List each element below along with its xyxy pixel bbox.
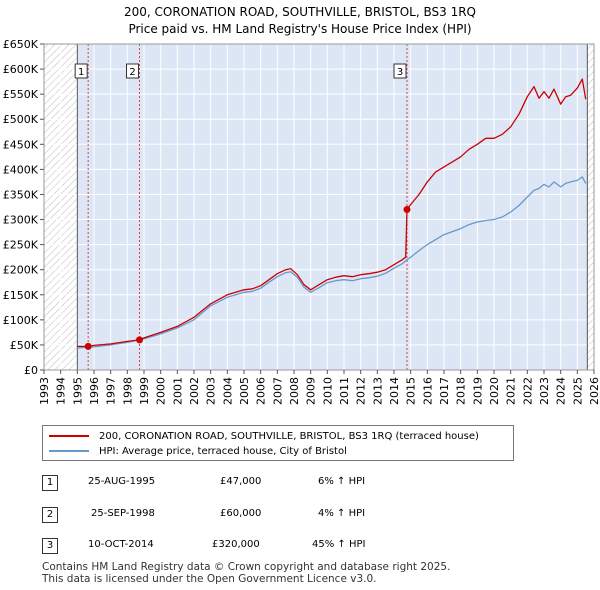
x-tick-label: 2000 — [155, 377, 168, 405]
footer-copyright: Contains HM Land Registry data © Crown c… — [42, 561, 451, 573]
series-line-hpi — [77, 176, 587, 349]
y-tick-label: £350K — [3, 188, 39, 201]
x-tick-label: 2018 — [455, 377, 468, 405]
x-tick-label: 2025 — [571, 377, 584, 405]
x-tick-label: 1993 — [38, 377, 51, 405]
sale-price: £320,000 — [212, 539, 260, 550]
x-tick-label: 1996 — [88, 377, 101, 405]
sale-point — [403, 206, 411, 214]
sale-price: £47,000 — [220, 476, 262, 487]
x-tick-label: 2001 — [171, 377, 184, 405]
x-tick-label: 1999 — [138, 377, 151, 405]
x-tick-label: 2026 — [588, 377, 600, 405]
sale-hpi-diff: 45% ↑ HPI — [312, 539, 366, 550]
plot-frame — [43, 43, 595, 371]
x-tick-label: 2007 — [271, 377, 284, 405]
sale-number-badge: 1 — [42, 475, 58, 491]
x-tick-label: 2017 — [438, 377, 451, 405]
x-tick-label: 2012 — [355, 377, 368, 405]
legend-swatch-property — [49, 435, 89, 437]
legend-label-hpi: HPI: Average price, terraced house, City… — [99, 445, 347, 457]
hatched-period — [587, 44, 594, 370]
y-tick-label: £200K — [3, 264, 39, 277]
sale-label: 3 — [397, 67, 403, 78]
x-tick-label: 2008 — [288, 377, 301, 405]
y-tick-label: £100K — [3, 314, 39, 327]
legend-item-hpi: HPI: Average price, terraced house, City… — [49, 444, 347, 458]
x-tick-label: 2010 — [321, 377, 334, 405]
x-tick-label: 2023 — [538, 377, 551, 405]
x-tick-label: 2014 — [388, 377, 401, 405]
sale-point — [84, 342, 92, 350]
x-tick-label: 1995 — [71, 377, 84, 405]
y-tick-label: £500K — [3, 113, 39, 126]
sale-label: 2 — [129, 67, 135, 78]
x-tick-label: 2015 — [405, 377, 418, 405]
y-tick-label: £300K — [3, 214, 39, 227]
price-chart: 1 2 3 £0 £50K £100K £150K £200K £250K £300K £350K £… — [3, 38, 600, 405]
y-tick-label: £0 — [24, 364, 38, 377]
y-tick-label: £650K — [3, 38, 39, 51]
x-tick-label: 2004 — [221, 377, 234, 405]
x-tick-label: 2019 — [471, 377, 484, 405]
sale-date: 25-SEP-1998 — [91, 508, 155, 519]
sale-date: 10-OCT-2014 — [88, 539, 154, 550]
x-tick-label: 2013 — [371, 377, 384, 405]
x-tick-label: 2006 — [255, 377, 268, 405]
sale-label-box — [393, 63, 407, 79]
legend-label-property: 200, CORONATION ROAD, SOUTHVILLE, BRISTO… — [99, 430, 479, 442]
y-tick-label: £400K — [3, 163, 39, 176]
y-tick-label: £150K — [3, 289, 39, 302]
sale-price: £60,000 — [220, 508, 262, 519]
footer-license: This data is licensed under the Open Gov… — [42, 573, 377, 585]
sale-point — [136, 336, 143, 344]
x-tick-label: 2009 — [305, 377, 318, 405]
chart-title: 200, CORONATION ROAD, SOUTHVILLE, BRISTO… — [123, 5, 476, 19]
y-tick-label: £450K — [3, 138, 39, 151]
x-tick-label: 2022 — [521, 377, 534, 405]
y-tick-label: £600K — [3, 63, 39, 76]
sale-label-box — [126, 63, 139, 79]
sale-hpi-diff: 6% ↑ HPI — [318, 476, 366, 487]
x-tick-label: 2002 — [188, 377, 201, 405]
chart-subtitle: Price paid vs. HM Land Registry's House … — [128, 22, 472, 36]
x-tick-label: 2003 — [205, 377, 218, 405]
series-line-property — [77, 78, 587, 348]
x-tick-label: 2024 — [555, 377, 568, 405]
legend-item-property: 200, CORONATION ROAD, SOUTHVILLE, BRISTO… — [49, 429, 479, 443]
x-tick-label: 1994 — [55, 377, 68, 405]
sale-date: 25-AUG-1995 — [88, 476, 156, 487]
x-tick-label: 2021 — [505, 377, 518, 405]
legend-swatch-hpi — [49, 450, 89, 452]
x-tick-label: 2011 — [338, 377, 351, 405]
y-tick-label: £550K — [3, 88, 39, 101]
x-tick-label: 2005 — [238, 377, 251, 405]
y-tick-label: £50K — [10, 339, 39, 352]
sale-hpi-diff: 4% ↑ HPI — [318, 508, 366, 519]
legend: 200, CORONATION ROAD, SOUTHVILLE, BRISTO… — [42, 425, 514, 461]
sale-label-box — [74, 63, 88, 79]
sale-number-badge: 3 — [42, 538, 58, 554]
y-tick-label: £250K — [3, 239, 39, 252]
x-tick-label: 2016 — [421, 377, 434, 405]
shaded-period — [77, 44, 588, 370]
x-tick-label: 1998 — [121, 377, 134, 405]
x-tick-label: 1997 — [105, 377, 118, 405]
sale-label: 1 — [78, 67, 84, 78]
x-tick-label: 2020 — [488, 377, 501, 405]
sale-number-badge: 2 — [42, 507, 58, 523]
